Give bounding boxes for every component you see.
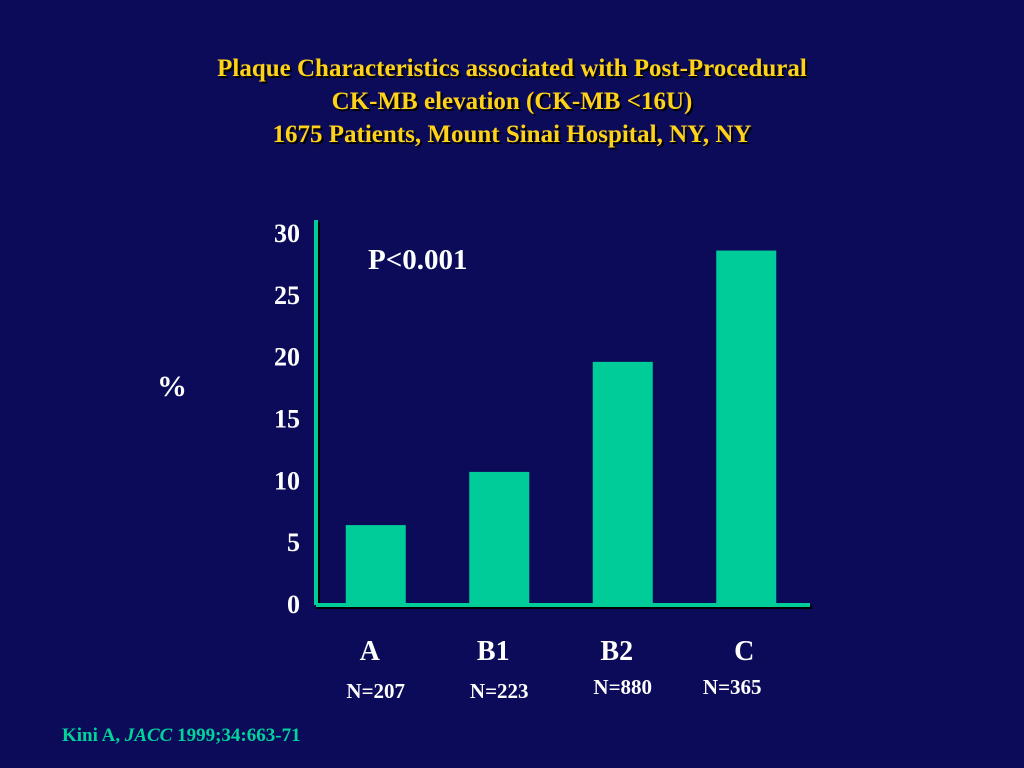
title-line-3: 1675 Patients, Mount Sinai Hospital, NY,… [272, 121, 752, 148]
bar-c [716, 250, 777, 604]
bar-a [345, 525, 406, 603]
chart-title: Plaque Characteristics associated with P… [0, 52, 1024, 151]
sample-size-label: N=880 [593, 675, 652, 699]
y-tick-label: 25 [274, 281, 300, 310]
citation-author: Kini A, [62, 725, 121, 746]
title-line-1: Plaque Characteristics associated with P… [217, 55, 807, 82]
y-tick-label: 10 [274, 466, 300, 495]
y-tick-label: 20 [274, 343, 300, 372]
y-axis-label: % [157, 370, 187, 403]
x-tick-label: C [734, 636, 754, 667]
citation-journal: JACC [124, 725, 173, 746]
p-value-annotation: P<0.001 [368, 244, 468, 276]
x-tick-label: B1 [477, 636, 510, 667]
y-tick-label: 5 [287, 528, 300, 557]
x-tick-label: A [360, 636, 381, 667]
sample-size-label: N=365 [703, 675, 762, 699]
y-tick-label: 15 [274, 405, 300, 434]
citation-rest: 1999;34:663-71 [177, 725, 301, 746]
sample-size-label: N=207 [346, 679, 405, 703]
x-tick-label: B2 [600, 636, 633, 667]
citation: Kini A, JACC 1999;34:663-71 [62, 725, 301, 747]
bar-b2 [592, 361, 653, 603]
y-tick-label: 0 [287, 590, 300, 619]
y-tick-label: 30 [274, 219, 300, 248]
sample-size-label: N=223 [470, 679, 529, 703]
bar-b1 [469, 471, 530, 603]
title-line-2: CK-MB elevation (CK-MB <16U) [331, 88, 693, 115]
